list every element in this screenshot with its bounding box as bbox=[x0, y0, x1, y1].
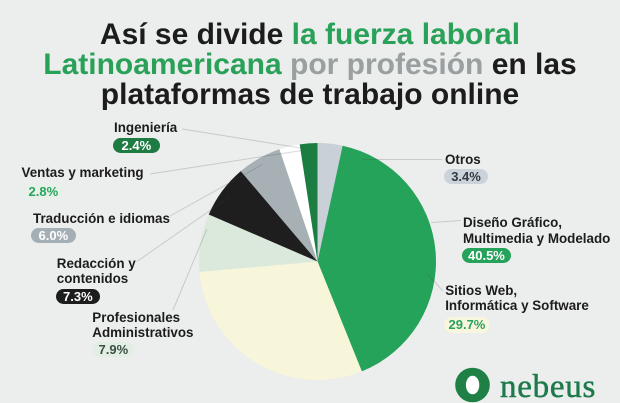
svg-text:nebeus: nebeus bbox=[500, 369, 596, 403]
